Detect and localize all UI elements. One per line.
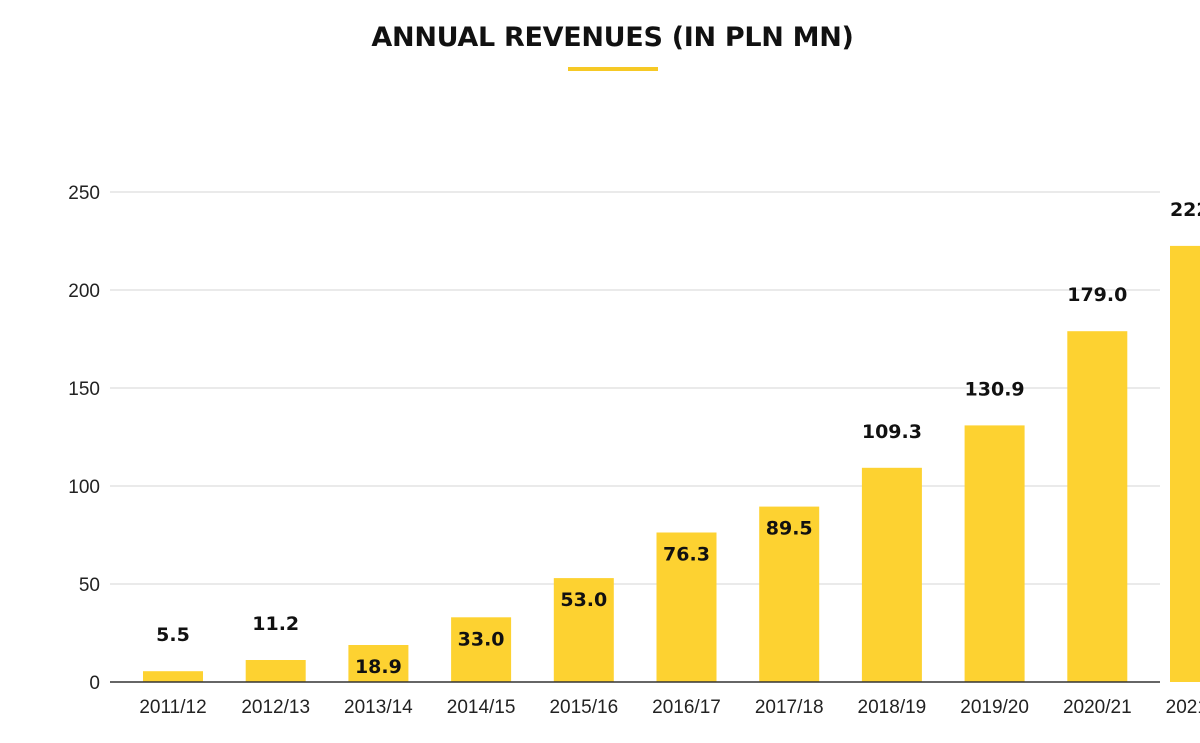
data-label: 11.2 — [252, 613, 299, 635]
data-label: 179.0 — [1067, 284, 1127, 306]
y-tick-label: 250 — [68, 183, 100, 204]
x-tick-label: 2013/14 — [344, 697, 413, 718]
data-label: 109.3 — [862, 421, 922, 443]
y-tick-label: 100 — [68, 477, 100, 498]
x-tick-label: 2015/16 — [549, 697, 618, 718]
bar — [348, 645, 409, 682]
bar — [451, 617, 512, 682]
x-tick-label: 2021/22 — [1166, 697, 1200, 718]
data-label: 33.0 — [458, 628, 505, 650]
x-tick-label: 2016/17 — [652, 697, 721, 718]
data-label: 53.0 — [560, 589, 607, 611]
bar — [964, 425, 1025, 682]
y-tick-label: 200 — [68, 281, 100, 302]
bar — [656, 532, 717, 682]
data-label: 89.5 — [766, 518, 813, 540]
title-underline — [568, 67, 658, 71]
x-tick-label: 2019/20 — [960, 697, 1029, 718]
y-tick-label: 50 — [79, 575, 100, 596]
data-label: 5.5 — [156, 624, 190, 646]
x-tick-label: 2017/18 — [755, 697, 824, 718]
data-label: 130.9 — [965, 378, 1025, 400]
x-tick-label: 2011/12 — [139, 697, 206, 718]
bar — [553, 578, 614, 682]
y-tick-label: 0 — [89, 673, 100, 694]
bar — [1170, 245, 1200, 682]
bar — [1067, 331, 1128, 682]
bar — [245, 660, 306, 682]
x-tick-label: 2018/19 — [858, 697, 927, 718]
data-label: 76.3 — [663, 544, 710, 566]
chart-title: ANNUAL REVENUES (IN PLN MN) — [371, 22, 854, 53]
x-tick-label: 2020/21 — [1063, 697, 1132, 718]
x-tick-label: 2014/15 — [447, 697, 516, 718]
data-label: 18.9 — [355, 656, 402, 678]
bar — [143, 671, 203, 682]
data-label: 222.5 — [1170, 199, 1200, 221]
x-tick-label: 2012/13 — [241, 697, 310, 718]
bar — [861, 467, 922, 682]
y-tick-label: 150 — [68, 379, 100, 400]
bar — [759, 506, 820, 682]
